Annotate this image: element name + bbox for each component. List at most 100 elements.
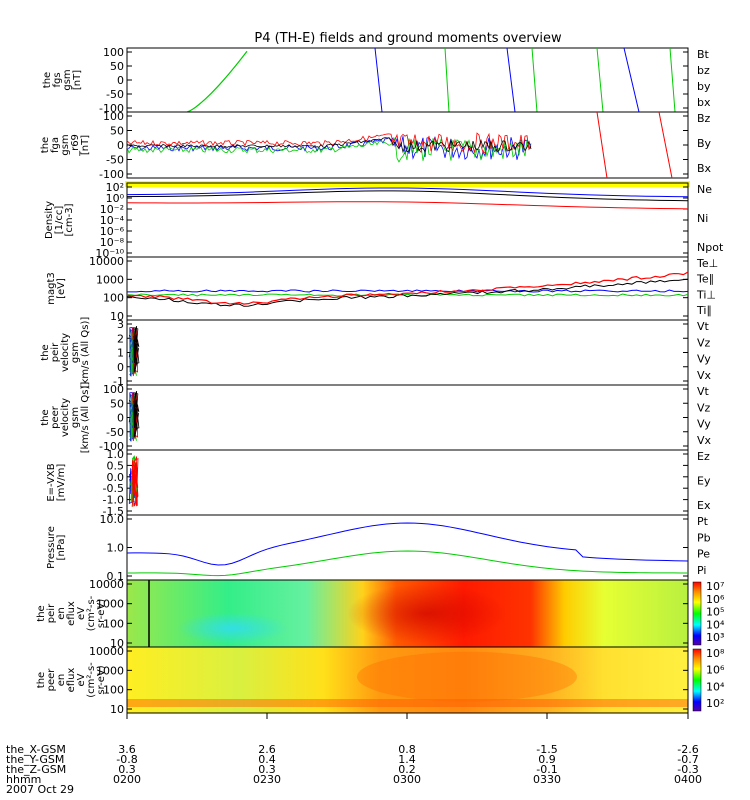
- panel-frame: [126, 514, 689, 581]
- y-tick-label: 0.0: [107, 471, 125, 484]
- legend-Pt: Pt: [697, 515, 709, 528]
- by-trace: [596, 47, 604, 113]
- by-trace: [531, 47, 538, 113]
- legend-By: By: [697, 137, 712, 150]
- y-tick-label: 1.0: [107, 448, 125, 461]
- y-axis-label-line: (cm²-s-: [86, 662, 97, 698]
- footer-value: 0.4: [258, 753, 276, 766]
- footer-value: -0.3: [677, 763, 698, 776]
- legend-Pe: Pe: [697, 548, 710, 561]
- legend-Te∥: Te∥: [696, 273, 714, 286]
- y-tick-label: 10: [110, 703, 124, 716]
- legend-Ti⊥: Ti⊥: [696, 288, 716, 301]
- bz-trace: [126, 132, 532, 154]
- y-tick-label: -1.0: [103, 494, 124, 507]
- y-tick-label: 100: [103, 46, 124, 59]
- bz-trace: [658, 111, 673, 179]
- y-tick-label: 10: [110, 310, 124, 323]
- by-trace: [444, 47, 450, 113]
- panel-peir_vel: 32 10-1 the peir velocity gsm [km/s (All Qs)] V…: [40, 317, 712, 389]
- y-tick-label: -50: [106, 88, 124, 101]
- y-tick-label: 10⁻²: [100, 203, 124, 216]
- y-axis-label-line: the: [36, 605, 47, 621]
- legend-Vx: Vx: [697, 369, 712, 382]
- footer-value: -0.7: [677, 753, 698, 766]
- footer-value: -0.8: [116, 753, 137, 766]
- y-tick-label: 10: [110, 637, 124, 650]
- footer-value: 0230: [253, 773, 281, 786]
- by-trace: [126, 136, 532, 163]
- footer-value: 0200: [113, 773, 141, 786]
- panel-peer_spec: 10000 1000 100 10 the peer en eflux eV (cm²-s-sr-…: [36, 645, 725, 716]
- y-axis-label-line: _r69: [70, 134, 81, 157]
- y-axis-label-line: Density: [44, 201, 55, 239]
- colorbar-tick: 10⁵: [706, 606, 724, 619]
- y-tick-label: 100: [103, 383, 124, 396]
- y-axis-label-line: gsm: [62, 69, 73, 90]
- y-tick-label: 1000: [96, 273, 124, 286]
- legend-Ne: Ne: [697, 183, 712, 196]
- y-axis-label-line: velocity: [60, 398, 71, 437]
- footer-value: -1.5: [536, 743, 557, 756]
- y-axis-label-line: the: [42, 72, 53, 88]
- y-axis-label-line: gsm: [70, 342, 81, 363]
- bx-trace: [506, 47, 516, 113]
- footer-value: 3.6: [118, 743, 136, 756]
- footer-row-label: the_X-GSM: [6, 743, 66, 756]
- y-axis-label-line: sr-eV): [96, 599, 107, 628]
- spectrogram-peer: [127, 647, 688, 713]
- panel-frame: [126, 449, 689, 516]
- y-tick-label: 10⁻⁴: [100, 214, 125, 227]
- y-tick-label: 0: [117, 361, 124, 374]
- y-tick-label: 1: [117, 347, 124, 360]
- y-axis-label-line: eflux: [66, 601, 77, 626]
- te-par-trace: [126, 278, 689, 307]
- ti-par-trace: [126, 293, 689, 297]
- y-tick-label: -1: [113, 375, 124, 388]
- low-energy-blob: [177, 612, 287, 645]
- pe-trace: [126, 550, 689, 577]
- legend-Vt: Vt: [697, 320, 710, 333]
- hot-region: [347, 583, 507, 644]
- footer-value: 0.8: [398, 743, 416, 756]
- y-tick-label: 0.5: [107, 459, 125, 472]
- legend-Pi: Pi: [697, 564, 706, 577]
- y-tick-label: 10000: [89, 578, 124, 591]
- footer-row-label: the_Y-GSM: [6, 753, 64, 766]
- y-tick-label: 0: [117, 74, 124, 87]
- colorbar-tick: 10⁴: [706, 618, 725, 631]
- panel-pressure: 10.0 1.0 0.1 Pressure [nPa] Pt Pb Pe Pi: [46, 513, 711, 583]
- legend-Ex: Ex: [697, 499, 711, 512]
- panel-frame: [126, 182, 689, 258]
- y-axis-label-line: fgs: [52, 72, 63, 87]
- legend-Vz: Vz: [697, 401, 711, 414]
- footer-row-label: the_Z-GSM: [6, 763, 66, 776]
- ne-trace: [126, 201, 689, 210]
- y-axis-label-line: peer: [46, 668, 57, 692]
- footer-value: 2.6: [258, 743, 276, 756]
- y-axis-label-line: [nT]: [80, 135, 91, 155]
- y-tick-label: 10000: [89, 255, 124, 268]
- by-trace: [669, 47, 676, 113]
- footer-value: 0400: [674, 773, 702, 786]
- footer-value: -0.1: [536, 763, 557, 776]
- y-tick-label: -1.5: [103, 505, 124, 518]
- footer-value: 0300: [393, 773, 421, 786]
- legend-Ey: Ey: [697, 475, 711, 488]
- y-axis-label-line: sr-eV): [96, 665, 107, 694]
- y-tick-label: 0.1: [107, 570, 125, 583]
- y-tick-label: 1000: [96, 664, 124, 677]
- by-trace: [186, 50, 248, 113]
- figure-title: P4 (TH-E) fields and ground moments over…: [254, 31, 562, 46]
- y-tick-label: -100: [99, 102, 124, 115]
- y-axis-label-line: gsm: [60, 134, 71, 155]
- panel-efield: 1.00.50.0-0.5-1.0-1.5 E=-VXB [mV/m] Ez Ey Ex: [46, 448, 711, 518]
- panel-frame: [126, 256, 689, 321]
- y-axis-label-line: the: [40, 344, 51, 360]
- y-tick-label: 10⁰: [106, 192, 125, 205]
- y-axis-label-line: [nT]: [72, 70, 83, 90]
- legend-Ti∥: Ti∥: [696, 304, 712, 317]
- footer-value: -2.6: [677, 743, 698, 756]
